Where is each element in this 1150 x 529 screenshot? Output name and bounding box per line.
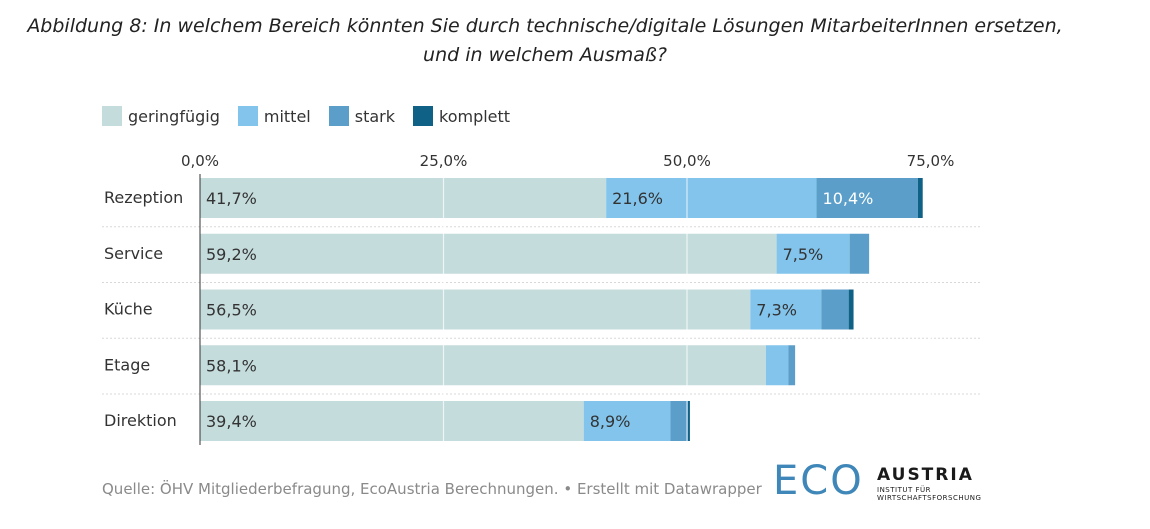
bar-segment (687, 401, 690, 441)
category-label: Etage (104, 355, 150, 374)
logo-subtitle-line2: WIRTSCHAFTSFORSCHUNG (877, 494, 982, 502)
bar-segment (848, 289, 854, 330)
legend-item-geringfuegig: geringfügig (102, 106, 220, 126)
bar-segment (606, 178, 817, 218)
legend-label-mittel: mittel (263, 106, 311, 126)
legend-label-stark: stark (354, 106, 395, 126)
logo-subtitle: INSTITUT FÜR WIRTSCHAFTSFORSCHUNG (877, 486, 987, 502)
logo-eco-text: ECO (773, 458, 864, 504)
bar-segment (776, 233, 850, 274)
chart-title: Abbildung 8: In welchem Bereich könnten … (27, 15, 1063, 66)
legend-swatch-komplett (413, 106, 433, 126)
bar-value-label: 7,3% (756, 301, 797, 320)
bar-segment (200, 289, 751, 330)
legend-item-mittel: mittel (237, 106, 311, 126)
bar-value-label: 58,1% (206, 356, 257, 375)
bar-segment (849, 233, 870, 274)
legend-item-komplett: komplett (413, 106, 510, 126)
x-tick-label: 0,0% (181, 152, 219, 170)
x-tick-label: 25,0% (420, 152, 468, 170)
bar-segment (200, 345, 766, 386)
ecoaustria-logo: ECO AUSTRIA INSTITUT FÜR WIRTSCHAFTSFORS… (773, 458, 1003, 512)
category-label: Küche (104, 300, 153, 319)
bar-value-label: 56,5% (206, 301, 257, 320)
bar-value-label: 41,7% (206, 189, 257, 208)
legend: geringfügig mittel stark komplett (102, 106, 528, 126)
bar-segment (200, 401, 584, 441)
logo-subtitle-line1: INSTITUT FÜR (877, 486, 931, 494)
logo-austria-text: AUSTRIA (877, 465, 974, 485)
legend-swatch-mittel (237, 106, 258, 126)
legend-label-komplett: komplett (439, 106, 511, 126)
x-tick-label: 50,0% (663, 152, 711, 170)
bar-segment (200, 233, 777, 274)
category-label: Direktion (104, 411, 177, 430)
legend-item-stark: stark (328, 106, 395, 126)
x-tick-label: 75,0% (907, 152, 955, 170)
bar-value-label: 21,6% (612, 189, 663, 208)
source-note: Quelle: ÖHV Mitgliederbefragung, EcoAust… (102, 480, 762, 498)
bar-segment (821, 289, 849, 330)
legend-label-geringfuegig: geringfügig (128, 106, 220, 126)
legend-swatch-geringfuegig (102, 106, 122, 126)
category-label: Rezeption (104, 188, 183, 207)
bar-value-label: 39,4% (206, 412, 257, 431)
bar-value-label: 59,2% (206, 245, 257, 264)
bar-segment (765, 345, 789, 386)
bar-value-label: 8,9% (590, 412, 631, 431)
bar-segment (583, 401, 671, 441)
bar-value-label: 10,4% (823, 189, 874, 208)
category-label: Service (104, 244, 163, 263)
stacked-bar-chart: 0,0% 25,0% 50,0% 75,0% Rezeption 41,7% 21,6% 10… (102, 152, 980, 445)
legend-swatch-stark (328, 106, 349, 126)
bar-segment (816, 178, 918, 218)
bar-segment (917, 178, 923, 218)
bar-segment (670, 401, 688, 441)
bar-segment (750, 289, 822, 330)
bar-segment (788, 345, 796, 386)
bar-segment (200, 178, 607, 218)
bar-value-label: 7,5% (783, 245, 824, 264)
